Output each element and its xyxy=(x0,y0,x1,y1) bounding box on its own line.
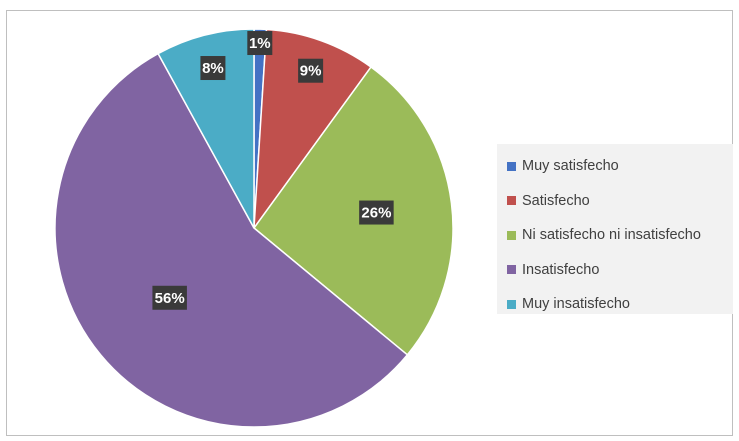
legend-swatch xyxy=(507,231,516,240)
legend: Muy satisfecho Satisfecho Ni satisfecho … xyxy=(497,144,733,314)
legend-item-ni-satisfecho-ni-insatisfecho: Ni satisfecho ni insatisfecho xyxy=(507,218,733,253)
data-label-text: 26% xyxy=(361,205,391,222)
legend-label: Ni satisfecho ni insatisfecho xyxy=(522,227,701,243)
data-label-text: 56% xyxy=(155,290,185,307)
legend-label: Muy insatisfecho xyxy=(522,296,630,312)
legend-label: Insatisfecho xyxy=(522,262,599,278)
data-label: 8% xyxy=(200,56,225,80)
legend-swatch xyxy=(507,300,516,309)
legend-item-satisfecho: Satisfecho xyxy=(507,184,733,219)
data-label-text: 8% xyxy=(202,60,224,77)
data-label: 9% xyxy=(298,59,323,83)
legend-label: Muy satisfecho xyxy=(522,158,619,174)
legend-label: Satisfecho xyxy=(522,193,590,209)
data-label: 56% xyxy=(152,286,187,310)
legend-swatch xyxy=(507,265,516,274)
data-label: 26% xyxy=(359,201,394,225)
legend-item-muy-insatisfecho: Muy insatisfecho xyxy=(507,287,733,322)
legend-swatch xyxy=(507,196,516,205)
legend-item-insatisfecho: Insatisfecho xyxy=(507,253,733,288)
legend-item-muy-satisfecho: Muy satisfecho xyxy=(507,149,733,184)
data-label-text: 1% xyxy=(249,35,271,52)
data-label-text: 9% xyxy=(300,63,322,80)
data-label: 1% xyxy=(247,31,272,55)
legend-swatch xyxy=(507,162,516,171)
